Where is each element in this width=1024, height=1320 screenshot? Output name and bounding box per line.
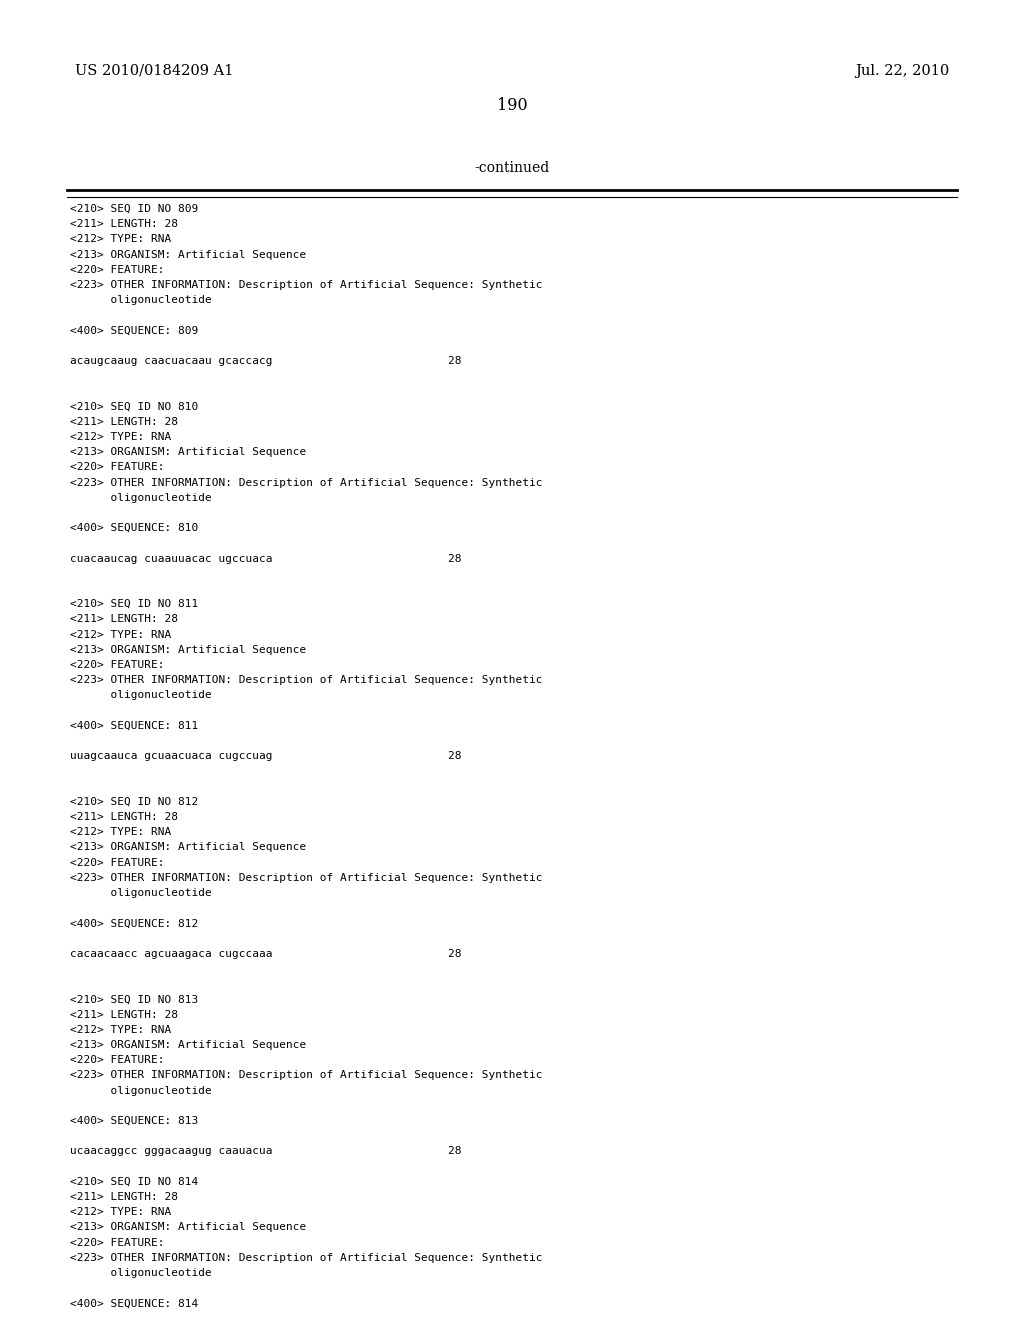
- Text: <220> FEATURE:: <220> FEATURE:: [70, 1238, 165, 1247]
- Text: oligonucleotide: oligonucleotide: [70, 1269, 212, 1278]
- Text: <212> TYPE: RNA: <212> TYPE: RNA: [70, 235, 171, 244]
- Text: oligonucleotide: oligonucleotide: [70, 690, 212, 701]
- Text: <213> ORGANISM: Artificial Sequence: <213> ORGANISM: Artificial Sequence: [70, 1040, 306, 1049]
- Text: Jul. 22, 2010: Jul. 22, 2010: [856, 63, 950, 78]
- Text: US 2010/0184209 A1: US 2010/0184209 A1: [75, 63, 233, 78]
- Text: <223> OTHER INFORMATION: Description of Artificial Sequence: Synthetic: <223> OTHER INFORMATION: Description of …: [70, 478, 543, 487]
- Text: <213> ORGANISM: Artificial Sequence: <213> ORGANISM: Artificial Sequence: [70, 842, 306, 853]
- Text: <223> OTHER INFORMATION: Description of Artificial Sequence: Synthetic: <223> OTHER INFORMATION: Description of …: [70, 873, 543, 883]
- Text: <210> SEQ ID NO 812: <210> SEQ ID NO 812: [70, 797, 199, 807]
- Text: <400> SEQUENCE: 814: <400> SEQUENCE: 814: [70, 1299, 199, 1308]
- Text: <211> LENGTH: 28: <211> LENGTH: 28: [70, 614, 178, 624]
- Text: <400> SEQUENCE: 810: <400> SEQUENCE: 810: [70, 523, 199, 533]
- Text: <213> ORGANISM: Artificial Sequence: <213> ORGANISM: Artificial Sequence: [70, 249, 306, 260]
- Text: oligonucleotide: oligonucleotide: [70, 296, 212, 305]
- Text: <400> SEQUENCE: 809: <400> SEQUENCE: 809: [70, 326, 199, 335]
- Text: <400> SEQUENCE: 812: <400> SEQUENCE: 812: [70, 919, 199, 928]
- Text: <212> TYPE: RNA: <212> TYPE: RNA: [70, 1208, 171, 1217]
- Text: <212> TYPE: RNA: <212> TYPE: RNA: [70, 630, 171, 640]
- Text: <223> OTHER INFORMATION: Description of Artificial Sequence: Synthetic: <223> OTHER INFORMATION: Description of …: [70, 676, 543, 685]
- Text: 190: 190: [497, 96, 527, 114]
- Text: <211> LENGTH: 28: <211> LENGTH: 28: [70, 417, 178, 426]
- Text: <211> LENGTH: 28: <211> LENGTH: 28: [70, 812, 178, 822]
- Text: <211> LENGTH: 28: <211> LENGTH: 28: [70, 219, 178, 230]
- Text: <223> OTHER INFORMATION: Description of Artificial Sequence: Synthetic: <223> OTHER INFORMATION: Description of …: [70, 280, 543, 290]
- Text: <213> ORGANISM: Artificial Sequence: <213> ORGANISM: Artificial Sequence: [70, 447, 306, 457]
- Text: <223> OTHER INFORMATION: Description of Artificial Sequence: Synthetic: <223> OTHER INFORMATION: Description of …: [70, 1071, 543, 1080]
- Text: <212> TYPE: RNA: <212> TYPE: RNA: [70, 828, 171, 837]
- Text: <210> SEQ ID NO 814: <210> SEQ ID NO 814: [70, 1177, 199, 1187]
- Text: acaugcaaug caacuacaau gcaccacg                          28: acaugcaaug caacuacaau gcaccacg 28: [70, 356, 462, 366]
- Text: <220> FEATURE:: <220> FEATURE:: [70, 462, 165, 473]
- Text: <210> SEQ ID NO 809: <210> SEQ ID NO 809: [70, 205, 199, 214]
- Text: <220> FEATURE:: <220> FEATURE:: [70, 858, 165, 867]
- Text: oligonucleotide: oligonucleotide: [70, 888, 212, 898]
- Text: <220> FEATURE:: <220> FEATURE:: [70, 660, 165, 671]
- Text: ucaacaggcc gggacaagug caauacua                          28: ucaacaggcc gggacaagug caauacua 28: [70, 1146, 462, 1156]
- Text: uuagcaauca gcuaacuaca cugccuag                          28: uuagcaauca gcuaacuaca cugccuag 28: [70, 751, 462, 762]
- Text: <400> SEQUENCE: 813: <400> SEQUENCE: 813: [70, 1115, 199, 1126]
- Text: <400> SEQUENCE: 811: <400> SEQUENCE: 811: [70, 721, 199, 731]
- Text: <220> FEATURE:: <220> FEATURE:: [70, 265, 165, 275]
- Text: <212> TYPE: RNA: <212> TYPE: RNA: [70, 1024, 171, 1035]
- Text: <220> FEATURE:: <220> FEATURE:: [70, 1055, 165, 1065]
- Text: <211> LENGTH: 28: <211> LENGTH: 28: [70, 1010, 178, 1019]
- Text: <210> SEQ ID NO 810: <210> SEQ ID NO 810: [70, 401, 199, 412]
- Text: cuacaaucag cuaauuacac ugccuaca                          28: cuacaaucag cuaauuacac ugccuaca 28: [70, 553, 462, 564]
- Text: <212> TYPE: RNA: <212> TYPE: RNA: [70, 432, 171, 442]
- Text: <223> OTHER INFORMATION: Description of Artificial Sequence: Synthetic: <223> OTHER INFORMATION: Description of …: [70, 1253, 543, 1263]
- Text: cacaacaacc agcuaagaca cugccaaa                          28: cacaacaacc agcuaagaca cugccaaa 28: [70, 949, 462, 958]
- Text: -continued: -continued: [474, 161, 550, 176]
- Text: <210> SEQ ID NO 813: <210> SEQ ID NO 813: [70, 994, 199, 1005]
- Text: oligonucleotide: oligonucleotide: [70, 1085, 212, 1096]
- Text: <213> ORGANISM: Artificial Sequence: <213> ORGANISM: Artificial Sequence: [70, 644, 306, 655]
- Text: <213> ORGANISM: Artificial Sequence: <213> ORGANISM: Artificial Sequence: [70, 1222, 306, 1233]
- Text: <211> LENGTH: 28: <211> LENGTH: 28: [70, 1192, 178, 1203]
- Text: oligonucleotide: oligonucleotide: [70, 492, 212, 503]
- Text: <210> SEQ ID NO 811: <210> SEQ ID NO 811: [70, 599, 199, 610]
